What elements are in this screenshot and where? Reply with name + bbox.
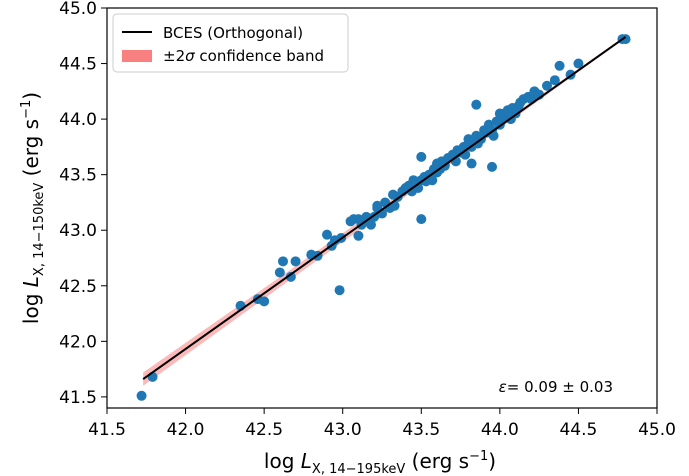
data-point xyxy=(542,80,552,91)
y-tick-label: 43.5 xyxy=(59,166,97,186)
y-tick-label: 44.0 xyxy=(59,110,97,130)
data-point xyxy=(366,219,376,230)
data-point xyxy=(136,390,147,401)
x-tick-label: 42.0 xyxy=(167,420,205,440)
data-point xyxy=(278,256,288,267)
plot-frame xyxy=(106,7,658,409)
x-tick-label: 45.0 xyxy=(638,420,676,440)
x-tick-label: 41.5 xyxy=(88,420,126,440)
data-point xyxy=(487,161,497,172)
data-point xyxy=(466,158,477,169)
data-point xyxy=(259,296,270,307)
y-tick-label: 43.0 xyxy=(59,221,97,241)
legend: BCES (Orthogonal) ±2σ confidence band xyxy=(112,13,349,73)
data-point xyxy=(549,75,560,86)
data-point xyxy=(353,230,364,241)
y-axis-label: log LX, 14−150keV (erg s−1) xyxy=(19,92,47,324)
legend-box xyxy=(112,13,349,73)
legend-line-label: BCES (Orthogonal) xyxy=(163,24,303,42)
x-axis-label: log LX, 14−195keV (erg s−1) xyxy=(264,449,496,476)
data-point xyxy=(416,214,427,225)
scatter-annotation: ε= 0.09 ± 0.03 xyxy=(499,378,613,396)
data-point xyxy=(290,256,301,267)
fit-line xyxy=(142,36,627,380)
x-tick-label: 44.0 xyxy=(481,420,519,440)
data-point xyxy=(554,60,565,71)
legend-band-swatch xyxy=(122,50,152,62)
y-tick-label: 45.0 xyxy=(59,0,97,19)
data-point xyxy=(285,271,296,282)
data-point xyxy=(620,34,631,45)
data-point xyxy=(573,58,584,69)
data-point xyxy=(471,99,482,110)
data-point xyxy=(322,229,332,240)
y-tick-label: 42.5 xyxy=(59,277,97,297)
y-tick-label: 44.5 xyxy=(59,55,97,75)
data-point xyxy=(372,200,383,211)
x-axis-ticks: 41.5 42.0 42.5 43.0 43.5 44.0 44.5 45.0 xyxy=(88,408,676,440)
data-point xyxy=(427,175,438,186)
legend-band-label: ±2σ confidence band xyxy=(163,47,324,65)
data-point xyxy=(274,267,285,278)
x-tick-label: 43.0 xyxy=(324,420,362,440)
x-tick-label: 44.5 xyxy=(559,420,597,440)
data-point xyxy=(416,151,427,162)
data-point xyxy=(334,285,345,296)
y-axis-ticks: 41.5 42.0 42.5 43.0 43.5 44.0 44.5 45.0 xyxy=(59,0,107,408)
y-tick-label: 41.5 xyxy=(59,388,97,408)
x-tick-label: 43.5 xyxy=(402,420,440,440)
y-tick-label: 42.0 xyxy=(59,332,97,352)
x-tick-label: 42.5 xyxy=(245,420,283,440)
